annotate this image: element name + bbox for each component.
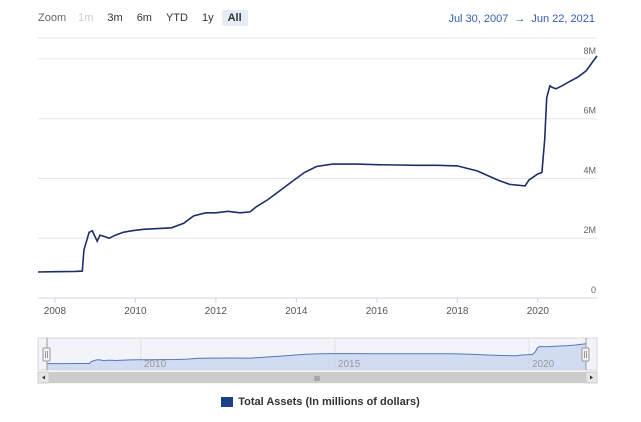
range-selector: Zoom 1m 3m 6m YTD 1y All [38, 10, 250, 26]
navigator-handle-left[interactable] [42, 338, 51, 370]
legend-swatch [221, 397, 234, 407]
range-button-all[interactable]: All [221, 10, 248, 26]
navigator-series-area [47, 343, 586, 370]
legend-label: Total Assets (In millions of dollars) [238, 396, 420, 408]
x-tick-label: 2008 [44, 306, 67, 317]
navigator[interactable]: 2010 2015 2020 [37, 337, 598, 371]
range-button-3m[interactable]: 3m [107, 12, 123, 24]
y-tick-label: 8M [583, 46, 596, 56]
scrollbar-left-arrow[interactable] [37, 371, 50, 384]
range-button-1m[interactable]: 1m [78, 12, 94, 24]
x-tick-label: 2016 [366, 306, 389, 317]
date-range-display: Jul 30, 2007 → Jun 22, 2021 [448, 13, 595, 25]
date-range-from[interactable]: Jul 30, 2007 [448, 13, 509, 25]
navigator-tick-label: 2020 [532, 359, 555, 370]
scrollbar-grip: III [314, 376, 320, 383]
range-button-ytd[interactable]: YTD [165, 12, 188, 24]
x-tick-label: 2020 [527, 306, 550, 317]
scrollbar-thumb[interactable] [49, 372, 586, 383]
x-tick-label: 2012 [205, 306, 228, 317]
range-button-1y[interactable]: 1y [201, 12, 214, 24]
range-button-6m[interactable]: 6m [136, 12, 152, 24]
navigator-tick-label: 2010 [144, 359, 167, 370]
y-tick-label: 2M [583, 225, 596, 235]
navigator-series-line [47, 343, 587, 365]
navigator-handle-grip [42, 347, 51, 362]
navigator-tick-labels: 2010 2015 2020 [144, 359, 555, 370]
y-tick-label: 6M [583, 106, 596, 116]
scrollbar[interactable]: III [37, 371, 598, 384]
zoom-label: Zoom [38, 12, 67, 24]
navigator-tick-label: 2015 [338, 359, 361, 370]
date-range-to[interactable]: Jun 22, 2021 [531, 13, 595, 25]
grid-lines [38, 37, 597, 299]
series-line-total-assets[interactable] [37, 55, 598, 273]
date-range-arrow: → [514, 13, 526, 25]
scrollbar-right-arrow[interactable] [585, 371, 598, 384]
y-tick-label: 0 [591, 285, 596, 295]
navigator-handle-grip [581, 347, 590, 362]
navigator-handle-right[interactable] [581, 338, 590, 370]
y-tick-label: 4M [583, 165, 596, 175]
arrow-left-icon [42, 375, 45, 380]
x-tick-label: 2014 [285, 306, 308, 317]
x-axis-ticks: 2008 2010 2012 2014 2016 2018 2020 [44, 298, 550, 317]
x-tick-label: 2010 [124, 306, 147, 317]
legend[interactable]: Total Assets (In millions of dollars) [0, 396, 641, 408]
arrow-right-icon [590, 375, 593, 380]
x-tick-label: 2018 [446, 306, 469, 317]
y-axis-ticks: 0 2M 4M 6M 8M [583, 46, 596, 295]
